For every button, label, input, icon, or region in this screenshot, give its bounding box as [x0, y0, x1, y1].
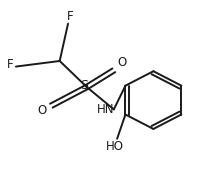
Text: HO: HO [106, 140, 124, 153]
Text: HN: HN [97, 103, 114, 116]
Text: F: F [67, 10, 73, 23]
Text: O: O [118, 56, 127, 69]
Text: S: S [80, 79, 88, 92]
Text: F: F [6, 58, 13, 71]
Text: O: O [37, 104, 47, 117]
